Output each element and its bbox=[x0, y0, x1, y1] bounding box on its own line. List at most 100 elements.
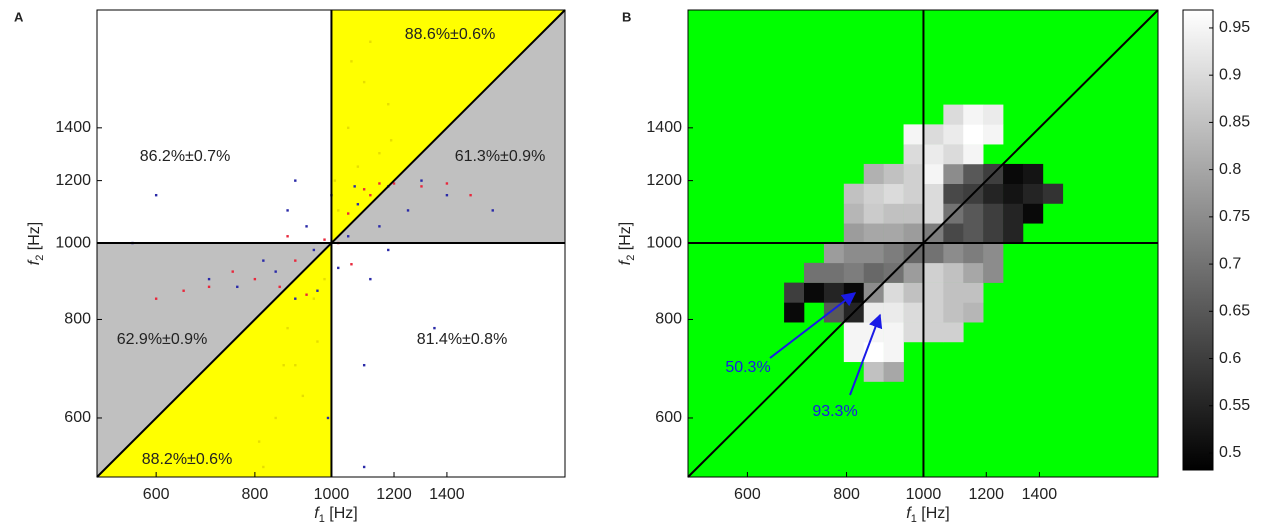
heatmap-cell bbox=[983, 223, 1004, 244]
arrow bbox=[849, 313, 883, 396]
heatmap-cell bbox=[843, 322, 865, 343]
scatter-point bbox=[294, 179, 297, 182]
heatmap-cell bbox=[843, 341, 865, 363]
y-tick-label: 1400 bbox=[55, 119, 91, 136]
annotation: 62.9%±0.9% bbox=[117, 331, 208, 348]
heatmap-cell bbox=[923, 183, 944, 204]
heatmap-cell bbox=[1003, 163, 1024, 185]
heatmap-cell bbox=[823, 282, 845, 303]
scatter-point bbox=[362, 188, 366, 191]
heatmap-cell bbox=[963, 124, 984, 145]
colorbar-tick-label: 0.75 bbox=[1219, 208, 1250, 225]
heatmap-cell bbox=[943, 124, 964, 145]
scatter-point bbox=[333, 179, 337, 182]
heatmap-cell bbox=[903, 144, 924, 165]
scatter-point bbox=[378, 225, 381, 228]
heatmap-cell bbox=[1003, 203, 1024, 224]
axis-label: f1 [Hz] bbox=[906, 505, 949, 525]
heatmap-cell bbox=[804, 262, 825, 283]
heatmap-cell bbox=[883, 163, 904, 185]
axis-label: f2 [Hz] bbox=[26, 222, 46, 265]
scatter-point bbox=[362, 465, 366, 469]
diagonal bbox=[96, 9, 566, 478]
heatmap-cell bbox=[923, 203, 944, 224]
heatmap-cell bbox=[923, 124, 944, 145]
scatter-point bbox=[236, 285, 239, 289]
heatmap-cell bbox=[923, 163, 944, 185]
axis-label-var: f bbox=[314, 505, 320, 522]
scatter-point bbox=[350, 263, 353, 266]
scatter-point bbox=[154, 297, 158, 300]
heatmap-cell bbox=[923, 302, 944, 323]
heatmap-cell bbox=[983, 104, 1004, 125]
heatmap-cell bbox=[823, 262, 845, 283]
heatmap-cell bbox=[943, 104, 964, 125]
scatter-point bbox=[392, 182, 396, 185]
colorbar-tick-label: 0.5 bbox=[1219, 444, 1241, 461]
scatter-point bbox=[323, 238, 326, 241]
heatmap-cell bbox=[963, 302, 984, 323]
annotation: 86.2%±0.7% bbox=[140, 148, 231, 165]
heatmap-cell bbox=[863, 223, 884, 244]
colorbar-tick-label: 0.65 bbox=[1219, 303, 1250, 320]
heatmap-cell bbox=[963, 104, 984, 125]
annotation: 93.3% bbox=[812, 403, 857, 420]
colorbar-tick-label: 0.9 bbox=[1219, 66, 1241, 83]
y-tick-label: 1400 bbox=[646, 119, 682, 136]
scatter-point bbox=[406, 209, 410, 212]
y-tick-label: 1200 bbox=[55, 172, 91, 189]
heatmap-cell bbox=[903, 163, 924, 185]
axis-label-unit: [Hz] bbox=[325, 505, 358, 522]
scatter-point bbox=[294, 297, 297, 300]
axis-label: f2 [Hz] bbox=[617, 222, 637, 265]
heatmap-cell bbox=[823, 302, 845, 323]
scatter-point bbox=[182, 289, 185, 292]
axis-label-var: f bbox=[906, 505, 912, 522]
x-tick-label: 1200 bbox=[968, 486, 1004, 503]
heatmap-cell bbox=[943, 282, 964, 303]
scatter-point bbox=[356, 203, 360, 206]
y-tick-label: 600 bbox=[655, 409, 682, 426]
colorbar-tick-label: 0.55 bbox=[1219, 397, 1250, 414]
heatmap-cell bbox=[883, 302, 904, 323]
scatter-point bbox=[294, 259, 297, 262]
annotation: 50.3% bbox=[725, 359, 770, 376]
scatter-point bbox=[316, 289, 319, 292]
scatter-point bbox=[207, 285, 211, 289]
y-tick-label: 1200 bbox=[646, 172, 682, 189]
scatter-point bbox=[312, 297, 316, 300]
colorbar-tick-label: 0.6 bbox=[1219, 350, 1241, 367]
scatter-point bbox=[350, 60, 353, 63]
axis-label-sub: 2 bbox=[625, 255, 637, 261]
scatter-point bbox=[278, 285, 281, 289]
scatter-point bbox=[323, 277, 326, 281]
x-tick-label: 1000 bbox=[906, 486, 942, 503]
annotation: 88.6%±0.6% bbox=[405, 26, 496, 43]
annotation: 88.2%±0.6% bbox=[142, 451, 233, 468]
heatmap-cell bbox=[963, 144, 984, 165]
heatmap-cell bbox=[843, 183, 865, 204]
diagonal bbox=[687, 9, 1159, 478]
heatmap-cell bbox=[863, 203, 884, 224]
heatmap-cell bbox=[1022, 163, 1044, 185]
axis-label: f1 [Hz] bbox=[314, 505, 357, 525]
scatter-point bbox=[305, 293, 308, 296]
heatmap-cell bbox=[784, 282, 805, 303]
scatter-point bbox=[353, 185, 356, 188]
scatter-point bbox=[253, 277, 257, 281]
heatmap-cell bbox=[883, 361, 904, 382]
scatter-point bbox=[346, 212, 350, 215]
heatmap-cell bbox=[923, 282, 944, 303]
heatmap-cell bbox=[903, 203, 924, 224]
heatmap-cell bbox=[784, 302, 805, 323]
heatmap-cell bbox=[963, 223, 984, 244]
heatmap-cell bbox=[823, 243, 845, 264]
heatmap-cell bbox=[903, 282, 924, 303]
scatter-point bbox=[369, 277, 372, 281]
scatter-point bbox=[286, 235, 289, 238]
scatter-point bbox=[262, 259, 265, 262]
scatter-point bbox=[445, 193, 449, 197]
scatter-point bbox=[356, 165, 360, 168]
heatmap-cell bbox=[903, 183, 924, 204]
y-tick-label: 1000 bbox=[646, 234, 682, 251]
